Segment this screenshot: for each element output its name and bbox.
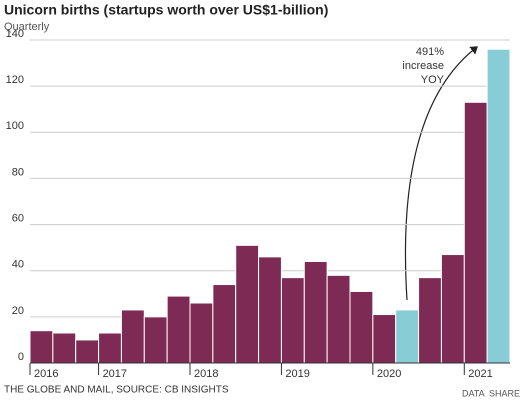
bar [98, 332, 122, 364]
bar [418, 277, 442, 364]
x-tick-label: 2017 [103, 368, 127, 380]
bar [258, 256, 282, 364]
bar [166, 295, 191, 364]
bar [440, 254, 465, 364]
bar [29, 330, 54, 364]
annotation-line: 491% [416, 46, 444, 58]
bar [463, 101, 488, 364]
bar [486, 48, 511, 364]
y-tick-label: 140 [6, 28, 24, 40]
annotation-line: YOY [421, 74, 445, 86]
x-tick-label: 2018 [194, 368, 218, 380]
bar [372, 314, 397, 364]
bar [326, 274, 351, 364]
y-tick-label: 100 [6, 120, 24, 132]
data-link[interactable]: DATA [462, 388, 485, 398]
y-tick-label: 40 [12, 259, 24, 271]
y-tick-label: 120 [6, 74, 24, 86]
bar [280, 277, 305, 364]
x-tick-label: 2019 [285, 368, 309, 380]
y-tick-label: 0 [18, 351, 24, 363]
y-tick-label: 60 [12, 212, 24, 224]
y-tick-label: 80 [12, 166, 24, 178]
bar [52, 332, 77, 364]
bar [120, 309, 145, 364]
bar [349, 290, 374, 364]
chart-title: Unicorn births (startups worth over US$1… [4, 2, 328, 18]
x-tick-label: 2016 [34, 368, 58, 380]
bar [189, 302, 214, 364]
bar [303, 260, 328, 364]
chart-subtitle: Quarterly [4, 21, 50, 33]
share-link[interactable]: SHARE [489, 388, 520, 398]
bar [143, 316, 168, 364]
bar [212, 284, 237, 364]
y-tick-label: 20 [12, 305, 24, 317]
bar [235, 244, 260, 364]
bar [395, 309, 420, 364]
annotation-line: increase [402, 60, 444, 72]
x-tick-label: 2020 [377, 368, 401, 380]
x-tick-label: 2021 [468, 368, 492, 380]
source: THE GLOBE AND MAIL, SOURCE: CB INSIGHTS [4, 385, 229, 396]
annotation-arrow [404, 46, 478, 301]
bar [75, 339, 100, 364]
